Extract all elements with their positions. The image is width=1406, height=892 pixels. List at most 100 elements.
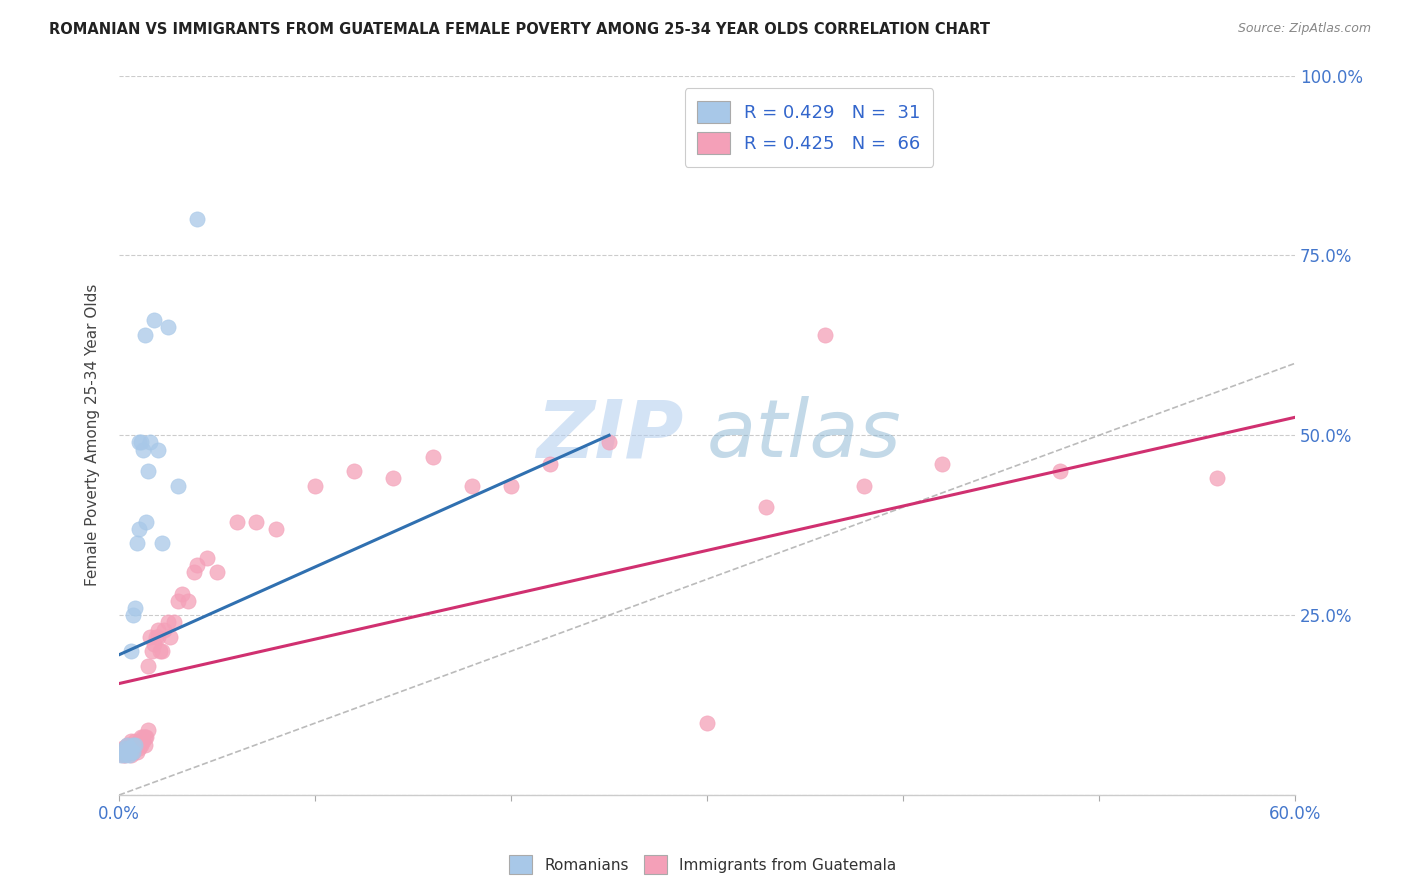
Point [170, 586, 193, 600]
Point [149, 644, 172, 658]
Y-axis label: Female Poverty Among 25-34 Year Olds: Female Poverty Among 25-34 Year Olds [86, 285, 100, 586]
Point [120, 745, 142, 759]
Point [166, 478, 188, 492]
Point [343, 464, 366, 478]
Point [696, 716, 718, 731]
Text: ZIP: ZIP [536, 396, 683, 475]
Point [121, 738, 143, 752]
Point [304, 478, 326, 492]
Point [115, 745, 138, 759]
Point [114, 741, 136, 756]
Point [755, 500, 778, 515]
Point [121, 745, 143, 759]
Point [120, 734, 142, 748]
Point [129, 435, 152, 450]
Point [121, 745, 143, 759]
Point [134, 731, 156, 745]
Text: ROMANIAN VS IMMIGRANTS FROM GUATEMALA FEMALE POVERTY AMONG 25-34 YEAR OLDS CORRE: ROMANIAN VS IMMIGRANTS FROM GUATEMALA FE… [49, 22, 990, 37]
Point [110, 745, 132, 759]
Point [131, 442, 153, 457]
Point [114, 748, 136, 763]
Point [128, 522, 150, 536]
Point [114, 748, 136, 763]
Point [145, 630, 167, 644]
Point [110, 748, 132, 763]
Point [120, 644, 142, 658]
Point [225, 515, 247, 529]
Point [195, 550, 218, 565]
Point [120, 741, 142, 756]
Point [138, 658, 160, 673]
Point [128, 734, 150, 748]
Point [422, 450, 444, 464]
Point [118, 738, 141, 752]
Text: Source: ZipAtlas.com: Source: ZipAtlas.com [1237, 22, 1371, 36]
Point [125, 745, 148, 759]
Point [134, 327, 156, 342]
Point [118, 748, 141, 763]
Point [538, 457, 561, 471]
Point [135, 731, 157, 745]
Point [461, 478, 484, 492]
Point [183, 565, 205, 579]
Point [129, 731, 152, 745]
Point [125, 738, 148, 752]
Point [118, 745, 141, 759]
Point [121, 738, 143, 752]
Point [931, 457, 953, 471]
Point [124, 601, 146, 615]
Point [128, 741, 150, 756]
Point [124, 734, 146, 748]
Point [135, 515, 157, 529]
Point [115, 745, 138, 759]
Point [176, 594, 198, 608]
Point [382, 471, 405, 485]
Point [157, 615, 180, 630]
Point [814, 327, 837, 342]
Point [143, 313, 166, 327]
Point [1049, 464, 1071, 478]
Point [186, 558, 208, 572]
Point [134, 738, 156, 752]
Legend: R = 0.429   N =  31, R = 0.425   N =  66: R = 0.429 N = 31, R = 0.425 N = 66 [685, 88, 934, 167]
Point [141, 644, 163, 658]
Point [852, 478, 875, 492]
Point [131, 734, 153, 748]
Point [138, 723, 160, 738]
Point [111, 741, 134, 756]
Point [124, 741, 146, 756]
Point [148, 623, 170, 637]
Point [264, 522, 287, 536]
Point [166, 594, 188, 608]
Point [157, 320, 180, 334]
Point [139, 435, 162, 450]
Point [148, 630, 170, 644]
Point [128, 435, 150, 450]
Point [139, 630, 162, 644]
Point [1205, 471, 1227, 485]
Point [163, 615, 186, 630]
Point [150, 644, 173, 658]
Point [499, 478, 522, 492]
Point [148, 442, 170, 457]
Point [121, 608, 143, 623]
Point [150, 536, 173, 550]
Point [186, 212, 208, 227]
Point [111, 748, 134, 763]
Point [598, 435, 620, 450]
Point [114, 741, 136, 756]
Point [138, 464, 160, 478]
Point [115, 738, 138, 752]
Text: atlas: atlas [707, 396, 901, 475]
Point [118, 745, 141, 759]
Point [129, 738, 152, 752]
Point [118, 741, 141, 756]
Point [120, 748, 142, 763]
Point [131, 731, 153, 745]
Point [124, 738, 146, 752]
Point [245, 515, 267, 529]
Point [153, 623, 176, 637]
Point [111, 745, 134, 759]
Legend: Romanians, Immigrants from Guatemala: Romanians, Immigrants from Guatemala [503, 849, 903, 880]
Point [159, 630, 181, 644]
